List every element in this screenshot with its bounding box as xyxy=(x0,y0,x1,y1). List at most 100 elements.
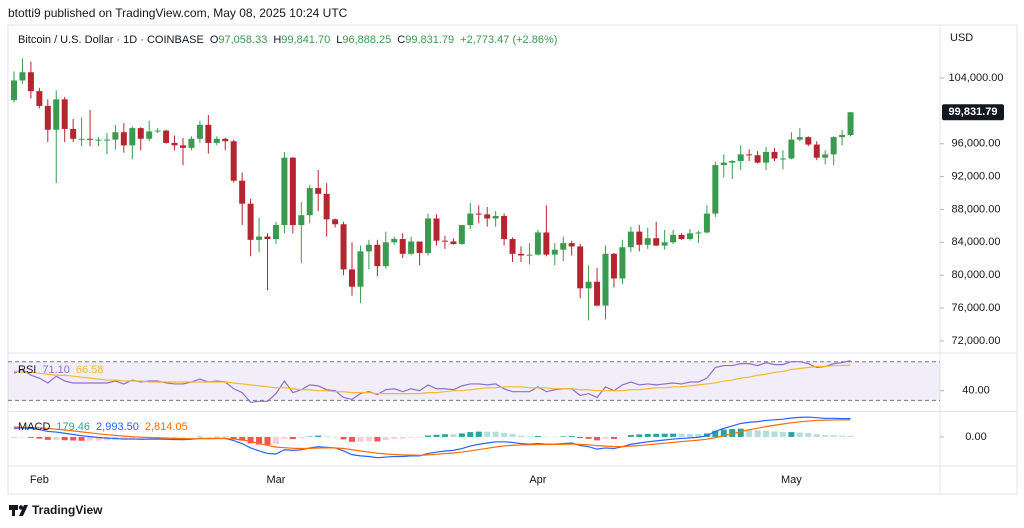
histogram-bar xyxy=(239,436,246,441)
candle-body xyxy=(416,241,423,253)
candle-body xyxy=(543,232,550,255)
indicator-line xyxy=(13,364,851,395)
candle-body xyxy=(213,138,220,143)
histogram-bar xyxy=(585,436,592,439)
histogram-bar xyxy=(306,436,313,437)
histogram-bar xyxy=(129,436,136,440)
candle-body xyxy=(70,128,77,139)
candle-body xyxy=(729,160,736,163)
candle-body xyxy=(408,241,415,254)
candle-body xyxy=(340,224,347,270)
candle-body xyxy=(239,180,246,204)
x-tick-label: Mar xyxy=(266,474,285,486)
histogram-bar xyxy=(720,429,727,437)
candle-body xyxy=(365,244,372,252)
indicator-value: 66.58 xyxy=(75,364,104,376)
ohlc-item: H99,841.70 xyxy=(273,34,330,46)
candle-body xyxy=(137,128,144,139)
histogram-bar xyxy=(87,436,94,441)
candle-body xyxy=(839,135,846,138)
main-legend: Bitcoin / U.S. Dollar · 1D · COINBASE O97… xyxy=(18,34,557,46)
candle-body xyxy=(619,247,626,279)
histogram-bar xyxy=(205,436,212,438)
candle-body xyxy=(391,239,398,243)
candle-body xyxy=(636,231,643,245)
candle-body xyxy=(298,215,305,226)
histogram-bar xyxy=(805,432,812,437)
candle-body xyxy=(222,138,229,142)
candle-body xyxy=(315,188,322,194)
histogram-bar xyxy=(340,436,347,440)
ohlc-key: H xyxy=(273,34,282,46)
histogram-bar xyxy=(374,436,381,442)
ohlc-value: 97,058.33 xyxy=(218,34,268,46)
candle-body xyxy=(822,154,829,158)
histogram-bar xyxy=(788,432,795,437)
histogram-bar xyxy=(53,436,60,440)
histogram-bar xyxy=(272,436,279,444)
histogram-bar xyxy=(163,436,170,439)
candle-body xyxy=(332,219,339,225)
histogram-bar xyxy=(230,436,237,439)
candle-body xyxy=(526,254,533,256)
candle-body xyxy=(627,231,634,248)
candle-body xyxy=(95,139,102,141)
candle-body xyxy=(687,233,693,240)
histogram-bar xyxy=(551,436,558,438)
candle-body xyxy=(796,137,803,140)
candle-body xyxy=(272,225,279,240)
histogram-bar xyxy=(543,436,550,438)
candle-body xyxy=(129,128,136,146)
candle-body xyxy=(230,141,237,181)
histogram-bar xyxy=(44,436,51,440)
histogram-bar xyxy=(61,436,68,441)
candle-body xyxy=(289,157,296,226)
histogram-bar xyxy=(779,432,786,437)
histogram-bar xyxy=(349,436,355,442)
histogram-bar xyxy=(636,434,643,437)
symbol-title: Bitcoin / U.S. Dollar · 1D · COINBASE xyxy=(18,34,204,46)
y-tick-label: 76,000.00 xyxy=(952,302,1001,314)
histogram-bar xyxy=(839,435,846,437)
indicator-line xyxy=(13,360,851,403)
histogram-bar xyxy=(602,436,609,439)
candle-body xyxy=(644,238,651,245)
candle-body xyxy=(788,139,795,159)
histogram-bar xyxy=(425,435,432,437)
last-price-label: 99,831.79 xyxy=(949,106,998,118)
candle-body xyxy=(703,213,710,233)
indicator-value: 71.10 xyxy=(42,364,70,376)
candle-body xyxy=(357,251,364,287)
histogram-bar xyxy=(196,436,203,438)
candle-body xyxy=(501,216,508,240)
histogram-bar xyxy=(627,435,634,437)
candle-body xyxy=(534,232,541,255)
indicator-value: 179.46 xyxy=(56,421,91,433)
ohlc-key: L xyxy=(336,34,343,46)
candle-body xyxy=(467,213,474,226)
histogram-bar xyxy=(365,436,372,442)
histogram-bar xyxy=(771,431,778,437)
ohlc-key: C xyxy=(397,34,406,46)
histogram-bar xyxy=(594,436,601,441)
histogram-bar xyxy=(332,436,339,438)
candle-body xyxy=(830,137,837,155)
indicator-line xyxy=(13,416,851,459)
histogram-bar xyxy=(610,436,617,439)
candle-body xyxy=(441,240,448,242)
histogram-bar xyxy=(19,436,26,438)
candle-body xyxy=(813,144,820,158)
candle-body xyxy=(551,249,558,255)
candle-body xyxy=(53,99,60,130)
y-tick-label: 40.00 xyxy=(962,385,990,397)
candle-body xyxy=(670,234,677,243)
indicator-title: MACD xyxy=(18,421,51,433)
y-tick-label: 80,000.00 xyxy=(952,269,1001,281)
candle-body xyxy=(577,246,584,289)
histogram-bar xyxy=(264,436,271,445)
candle-body xyxy=(281,157,288,226)
candle-body xyxy=(695,232,702,234)
ohlc-value: 96,888.25 xyxy=(342,34,392,46)
candle-body xyxy=(720,162,727,166)
indicator-line xyxy=(13,419,851,456)
